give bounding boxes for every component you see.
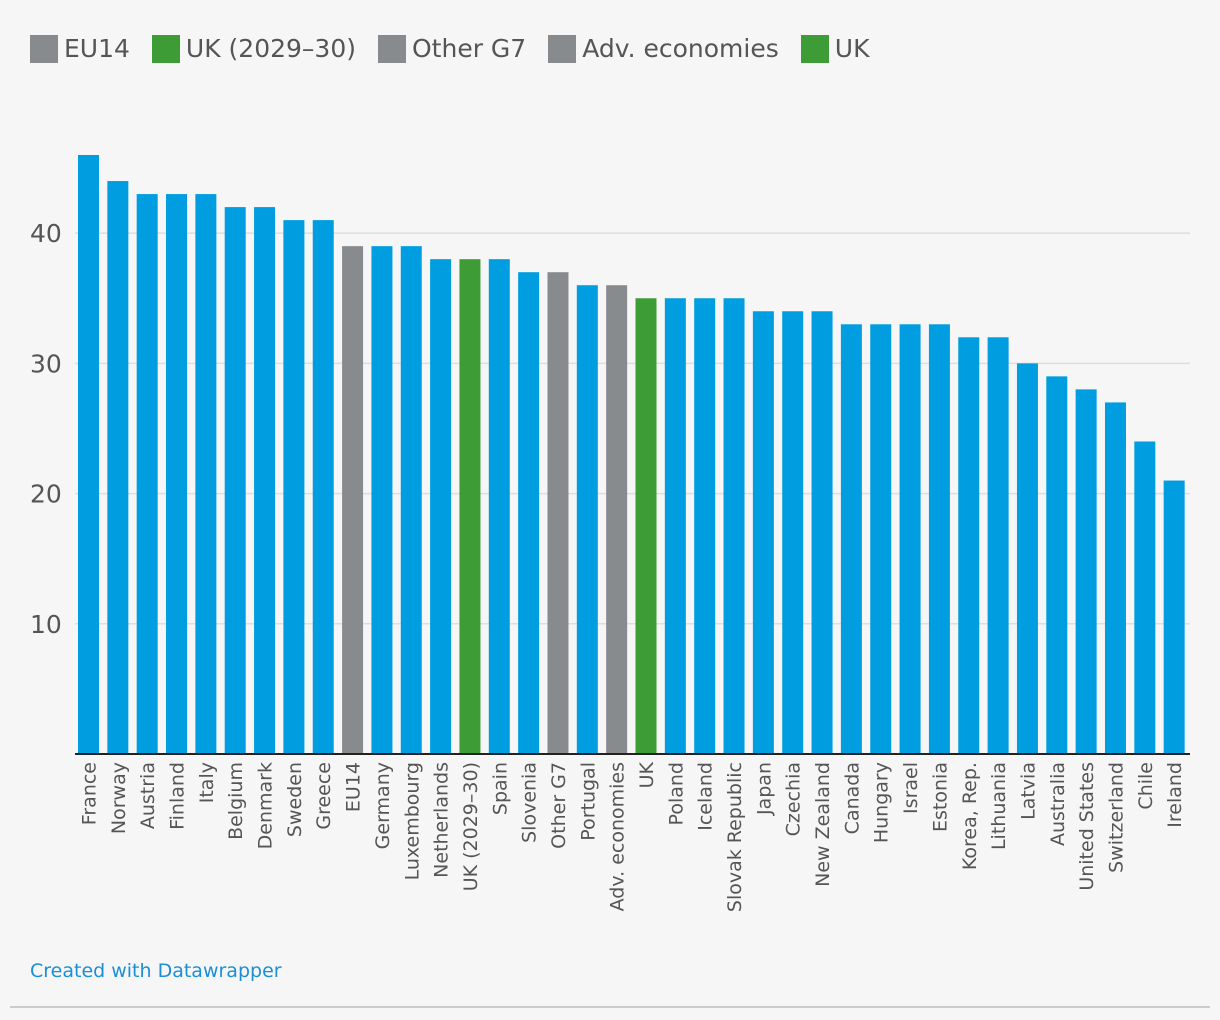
- legend-item: Adv. economies: [548, 34, 779, 63]
- x-tick-label: Slovenia: [519, 762, 541, 843]
- bar: [1163, 480, 1185, 754]
- x-tick-label: Estonia: [929, 762, 951, 832]
- legend-label: Adv. economies: [582, 34, 779, 63]
- legend-swatch: [151, 34, 180, 63]
- x-tick-label: Chile: [1135, 762, 1157, 810]
- x-tick-label: UK: [636, 761, 658, 788]
- bar-chart: 10 20 30 40 France Norway Austria Finland Italy…: [30, 155, 1190, 912]
- x-tick-label: Other G7: [548, 762, 570, 849]
- bar: [1046, 376, 1068, 754]
- bar: [488, 259, 510, 754]
- bar: [723, 298, 745, 754]
- legend-item: Other G7: [378, 34, 526, 63]
- x-tick-label: Korea, Rep.: [959, 762, 981, 870]
- bar: [371, 246, 393, 755]
- bar: [195, 194, 217, 755]
- bar: [870, 324, 892, 754]
- bar: [752, 311, 774, 754]
- bar: [576, 285, 598, 754]
- bar: [430, 259, 452, 754]
- x-tick-label: Latvia: [1017, 762, 1039, 820]
- x-tick-label: Slovak Republic: [724, 762, 746, 912]
- x-tick-label: New Zealand: [812, 762, 834, 887]
- x-tick-label: Adv. economies: [607, 762, 629, 911]
- y-tick-label: 10: [30, 610, 62, 639]
- x-tick-label: Greece: [313, 762, 335, 830]
- legend-swatch: [378, 34, 406, 63]
- x-tick-label: Czechia: [783, 762, 805, 836]
- bar: [606, 285, 628, 754]
- bar: [342, 246, 364, 755]
- bar: [78, 155, 99, 754]
- x-tick-label: Iceland: [695, 762, 717, 831]
- bar: [899, 324, 921, 754]
- x-tick-label: Hungary: [871, 762, 893, 843]
- bar: [518, 272, 540, 754]
- x-tick-label: Ireland: [1164, 762, 1186, 828]
- bar: [958, 337, 980, 754]
- footer-divider: [10, 1006, 1210, 1008]
- x-tick-label: Switzerland: [1105, 762, 1127, 873]
- x-tick-label: EU14: [343, 762, 365, 812]
- bar: [283, 220, 305, 754]
- bar: [840, 324, 862, 754]
- x-tick-label: UK (2029–30): [460, 762, 482, 891]
- x-tick-label: Lithuania: [988, 762, 1010, 850]
- bar: [254, 207, 276, 754]
- bar: [166, 194, 188, 755]
- bar: [136, 194, 158, 755]
- x-tick-label: Luxembourg: [401, 762, 423, 880]
- datawrapper-credit-link[interactable]: Created with Datawrapper: [30, 960, 282, 982]
- bar: [782, 311, 804, 754]
- x-tick-label: Australia: [1047, 762, 1069, 846]
- x-tick-label: Germany: [372, 762, 394, 849]
- bar: [1134, 441, 1156, 754]
- bar: [694, 298, 716, 754]
- legend-item: UK (2029–30): [151, 34, 356, 63]
- x-tick-label: Sweden: [284, 762, 306, 837]
- x-tick-label: Denmark: [255, 762, 277, 849]
- legend-item: UK: [800, 34, 870, 63]
- x-tick-label: Spain: [489, 762, 511, 815]
- bar: [107, 181, 129, 755]
- x-tick-label: Finland: [167, 762, 189, 830]
- bar: [811, 311, 833, 754]
- legend-label: UK (2029–30): [185, 34, 356, 63]
- bar: [987, 337, 1009, 754]
- bar: [1016, 363, 1038, 754]
- legend-item: EU14: [30, 34, 130, 63]
- x-tick-label: Japan: [753, 762, 775, 816]
- legend-label: EU14: [64, 34, 130, 63]
- bar: [1075, 389, 1097, 754]
- bar: [312, 220, 334, 754]
- bar: [224, 207, 246, 754]
- bar: [459, 259, 481, 754]
- x-tick-label: Poland: [665, 762, 687, 825]
- y-tick-label: 40: [30, 219, 62, 248]
- bar: [400, 246, 422, 755]
- x-tick-label: Portugal: [577, 762, 599, 841]
- x-tick-label: Italy: [196, 762, 218, 803]
- x-tick-label: Israel: [900, 762, 922, 814]
- x-tick-label: Belgium: [225, 762, 247, 840]
- bar: [928, 324, 950, 754]
- bar: [1104, 402, 1126, 754]
- legend-swatch: [30, 34, 58, 63]
- legend-swatch: [548, 34, 577, 63]
- bar: [664, 298, 686, 754]
- chart-legend: EU14 UK (2029–30) Other G7 Adv. economies UK: [30, 34, 891, 63]
- x-tick-label: Canada: [841, 762, 863, 834]
- y-tick-label: 30: [30, 349, 62, 378]
- legend-label: Other G7: [412, 34, 527, 63]
- legend-label: UK: [834, 34, 870, 63]
- x-tick-label: France: [79, 762, 101, 825]
- x-tick-label: United States: [1076, 762, 1098, 891]
- y-tick-label: 20: [30, 480, 62, 509]
- bar: [547, 272, 569, 754]
- x-tick-label: Netherlands: [431, 762, 453, 878]
- x-tick-label: Norway: [108, 762, 130, 834]
- bar: [635, 298, 657, 754]
- x-tick-label: Austria: [137, 762, 159, 829]
- legend-swatch: [800, 34, 829, 63]
